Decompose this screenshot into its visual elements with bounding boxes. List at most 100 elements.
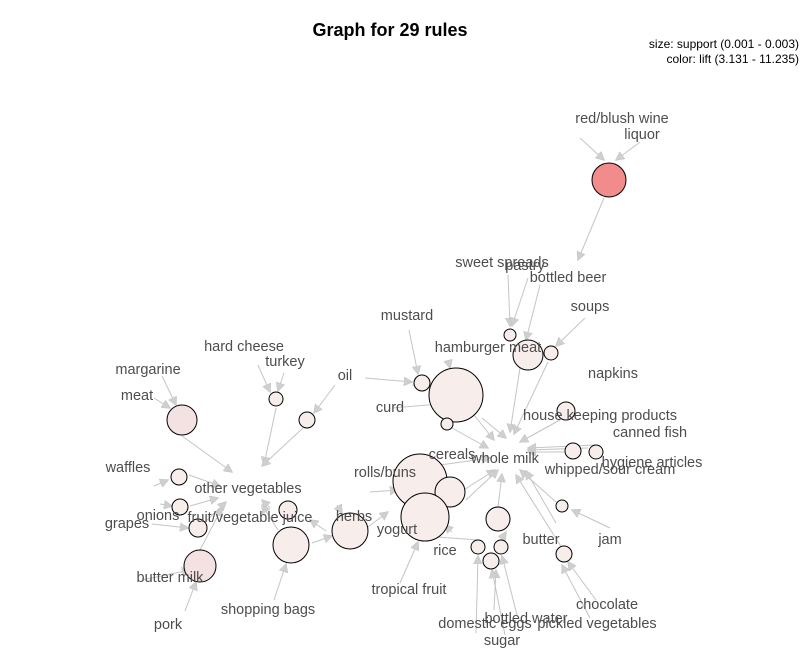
rule-node[interactable] bbox=[512, 339, 544, 371]
edges bbox=[141, 137, 641, 636]
item-label: hard cheese bbox=[204, 339, 284, 355]
item-label: other vegetables bbox=[194, 481, 301, 497]
rule-edge bbox=[451, 427, 488, 448]
rule-node[interactable] bbox=[268, 391, 284, 407]
rule-node[interactable] bbox=[188, 518, 208, 538]
rule-edge bbox=[153, 480, 168, 486]
item-label: whole milk bbox=[470, 451, 539, 467]
rule-edge bbox=[526, 284, 541, 340]
rule-edge bbox=[526, 471, 557, 524]
legend-size: size: support (0.001 - 0.003) bbox=[649, 37, 799, 51]
item-label: cereals bbox=[429, 447, 476, 463]
rule-node[interactable] bbox=[485, 506, 511, 532]
rule-node[interactable] bbox=[440, 417, 454, 431]
rule-edge bbox=[364, 378, 412, 382]
item-label: curd bbox=[376, 400, 404, 416]
rule-edge bbox=[337, 505, 342, 513]
rule-node[interactable] bbox=[588, 444, 604, 460]
item-label: waffles bbox=[105, 460, 151, 476]
rule-edge bbox=[189, 498, 218, 507]
item-label: chocolate bbox=[576, 597, 638, 613]
rule-node[interactable] bbox=[503, 328, 517, 342]
item-label: pork bbox=[154, 617, 183, 633]
rule-edge bbox=[502, 556, 518, 616]
rule-edge bbox=[512, 277, 529, 326]
rule-node[interactable] bbox=[171, 498, 189, 516]
rule-edge bbox=[188, 474, 220, 486]
item-label: yogurt bbox=[377, 522, 417, 538]
rule-edge bbox=[153, 397, 170, 408]
rule-edge bbox=[314, 384, 336, 413]
rule-node[interactable] bbox=[556, 401, 576, 421]
rule-node[interactable] bbox=[428, 367, 484, 423]
rule-edge bbox=[181, 435, 232, 472]
item-label: hamburger meat bbox=[435, 340, 541, 356]
rule-edge bbox=[572, 510, 611, 529]
item-label: napkins bbox=[588, 366, 638, 382]
item-label: bottled beer bbox=[530, 270, 607, 286]
item-label: liquor bbox=[624, 127, 660, 143]
rule-node[interactable] bbox=[272, 526, 310, 564]
item-label: hygiene articles bbox=[602, 455, 703, 471]
rule-edge bbox=[369, 490, 398, 492]
item-label: pastry bbox=[505, 258, 545, 274]
rule-node[interactable] bbox=[413, 374, 431, 392]
rule-edge bbox=[310, 520, 327, 532]
rule-node[interactable] bbox=[298, 411, 316, 429]
item-label: butter milk bbox=[137, 570, 205, 586]
item-label: domestic eggs bbox=[438, 616, 532, 632]
rule-edge bbox=[159, 504, 172, 506]
item-label: sugar bbox=[484, 633, 520, 649]
item-label: oil bbox=[338, 368, 353, 384]
rule-node[interactable] bbox=[482, 552, 500, 570]
rule-edge bbox=[278, 372, 284, 391]
item-label: meat bbox=[121, 388, 153, 404]
rule-node[interactable] bbox=[400, 492, 450, 542]
rule-node[interactable] bbox=[170, 468, 188, 486]
rule-edge bbox=[579, 137, 604, 160]
rule-edge bbox=[262, 505, 279, 531]
item-label: fruit/vegetable juice bbox=[188, 510, 313, 526]
rule-edge bbox=[151, 524, 188, 528]
rule-node[interactable] bbox=[591, 162, 627, 198]
rule-edge bbox=[399, 542, 418, 584]
rule-node[interactable] bbox=[555, 545, 573, 563]
item-label: margarine bbox=[115, 362, 180, 378]
rule-edge bbox=[528, 445, 597, 448]
rule-edge bbox=[262, 427, 304, 466]
rule-node[interactable] bbox=[331, 512, 369, 550]
rule-edge bbox=[562, 565, 591, 619]
rule-edge bbox=[465, 470, 498, 501]
rule-node[interactable] bbox=[166, 404, 198, 436]
rule-edge bbox=[264, 407, 277, 465]
rule-edge bbox=[514, 361, 549, 434]
rule-edge bbox=[311, 536, 332, 544]
rule-node[interactable] bbox=[555, 499, 569, 513]
rule-nodes bbox=[166, 162, 627, 583]
item-label: soups bbox=[571, 299, 610, 315]
rule-node[interactable] bbox=[543, 345, 559, 361]
rule-node[interactable] bbox=[493, 539, 509, 555]
rule-edge bbox=[481, 417, 506, 438]
rule-edge bbox=[408, 329, 418, 374]
rule-edge bbox=[556, 317, 586, 346]
item-label: canned fish bbox=[613, 425, 687, 441]
item-label: turkey bbox=[265, 354, 305, 370]
rule-edge bbox=[184, 582, 196, 612]
rule-node[interactable] bbox=[278, 500, 298, 520]
item-label: shopping bags bbox=[221, 602, 315, 618]
rule-node[interactable] bbox=[470, 539, 486, 555]
item-label: rice bbox=[433, 543, 456, 559]
item-label: sweet spreads bbox=[455, 255, 549, 271]
rule-node[interactable] bbox=[183, 549, 217, 583]
item-label: herbs bbox=[336, 509, 372, 525]
item-label: red/blush wine bbox=[575, 111, 669, 127]
rule-edge bbox=[448, 360, 450, 368]
rule-edge bbox=[161, 375, 176, 405]
rule-edge bbox=[199, 508, 222, 551]
rule-node[interactable] bbox=[564, 442, 582, 460]
item-label: jam bbox=[597, 532, 621, 548]
rule-node[interactable] bbox=[434, 476, 466, 508]
rule-edge bbox=[492, 570, 506, 636]
